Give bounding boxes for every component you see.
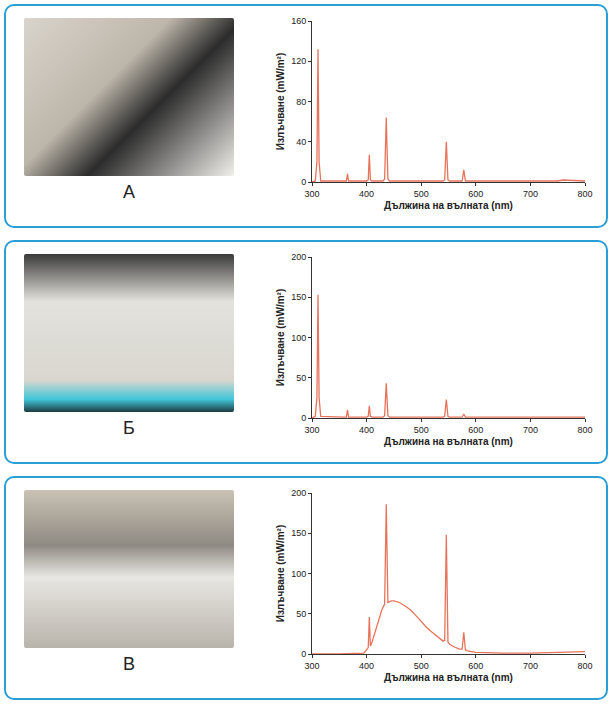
svg-text:500: 500 — [414, 661, 429, 671]
svg-text:600: 600 — [468, 661, 483, 671]
svg-text:700: 700 — [523, 189, 538, 199]
svg-text:Дължина на вълната (nm): Дължина на вълната (nm) — [384, 200, 513, 211]
svg-text:80: 80 — [296, 97, 306, 107]
html-text:В: В — [123, 654, 135, 674]
svg-text:100: 100 — [291, 569, 306, 579]
svg-text:300: 300 — [304, 661, 319, 671]
svg-text:400: 400 — [359, 189, 374, 199]
svg-text:0: 0 — [301, 177, 306, 187]
svg-text:200: 200 — [291, 488, 306, 498]
svg-text:500: 500 — [414, 189, 429, 199]
svg-text:Излъчване (mW/m²): Излъчване (mW/m²) — [275, 53, 286, 150]
html-text:А: А — [123, 182, 135, 202]
svg-text:700: 700 — [523, 661, 538, 671]
svg-text:800: 800 — [577, 189, 592, 199]
svg-text:Дължина на вълната (nm): Дължина на вълната (nm) — [384, 672, 513, 683]
svg-text:Излъчване (mW/m²): Излъчване (mW/m²) — [275, 289, 286, 386]
svg-text:150: 150 — [291, 528, 306, 538]
svg-text:160: 160 — [291, 16, 306, 26]
svg-text:600: 600 — [468, 425, 483, 435]
svg-text:Излъчване (mW/m²): Излъчване (mW/m²) — [275, 525, 286, 622]
svg-text:800: 800 — [577, 661, 592, 671]
svg-text:300: 300 — [304, 189, 319, 199]
svg-text:700: 700 — [523, 425, 538, 435]
svg-text:100: 100 — [291, 333, 306, 343]
svg-text:0: 0 — [301, 649, 306, 659]
svg-text:120: 120 — [291, 56, 306, 66]
svg-text:500: 500 — [414, 425, 429, 435]
svg-text:40: 40 — [296, 137, 306, 147]
svg-text:50: 50 — [296, 609, 306, 619]
svg-text:300: 300 — [304, 425, 319, 435]
svg-text:0: 0 — [301, 413, 306, 423]
svg-text:200: 200 — [291, 252, 306, 262]
html-text:Б: Б — [123, 418, 135, 438]
svg-text:400: 400 — [359, 661, 374, 671]
svg-text:600: 600 — [468, 189, 483, 199]
svg-text:800: 800 — [577, 425, 592, 435]
svg-text:50: 50 — [296, 373, 306, 383]
svg-text:400: 400 — [359, 425, 374, 435]
svg-text:Дължина на вълната (nm): Дължина на вълната (nm) — [384, 436, 513, 447]
svg-text:150: 150 — [291, 292, 306, 302]
